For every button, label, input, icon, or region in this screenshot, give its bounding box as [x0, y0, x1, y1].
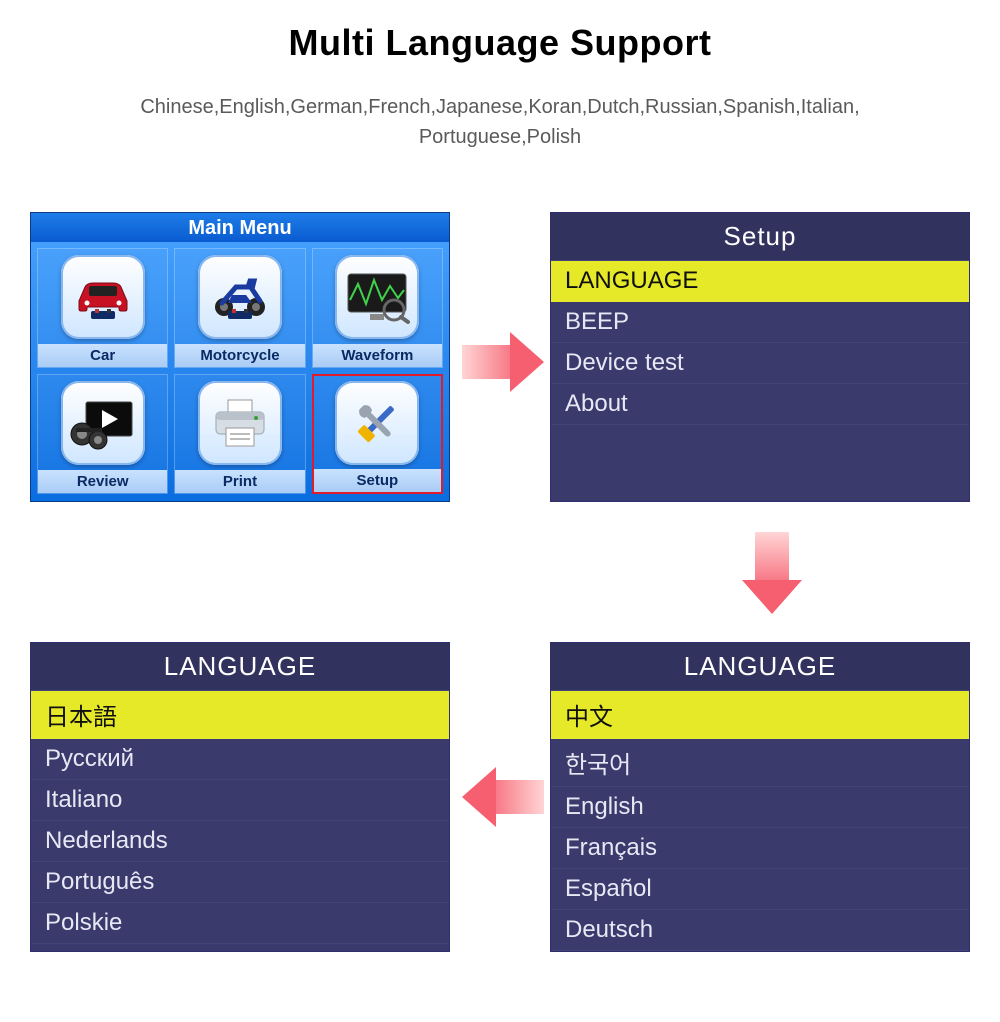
menu-item-car[interactable]: Car — [37, 248, 168, 368]
menu-label: Setup — [314, 469, 441, 492]
arrow-right-icon — [462, 332, 544, 392]
lang-item[interactable]: 한국어 — [551, 739, 969, 787]
menu-item-motorcycle[interactable]: Motorcycle — [174, 248, 305, 368]
review-icon — [38, 375, 167, 470]
menu-item-waveform[interactable]: Waveform — [312, 248, 443, 368]
setup-item-beep[interactable]: BEEP — [551, 302, 969, 343]
car-icon — [38, 249, 167, 344]
main-menu-grid: Car — [31, 242, 449, 500]
lang-item[interactable]: Português — [31, 862, 449, 903]
language-panel-left: LANGUAGE 日本語 Русский Italiano Nederlands… — [30, 642, 450, 952]
lang-item[interactable]: 中文 — [551, 691, 969, 739]
menu-label: Car — [38, 344, 167, 367]
main-menu-panel: Main Menu — [30, 212, 450, 502]
lang-item[interactable]: Italiano — [31, 780, 449, 821]
waveform-icon — [313, 249, 442, 344]
page-subtitle: Chinese,English,German,French,Japanese,K… — [0, 92, 1000, 152]
menu-label: Motorcycle — [175, 344, 304, 367]
setup-item-about[interactable]: About — [551, 384, 969, 425]
lang-item[interactable]: English — [551, 787, 969, 828]
setup-item-language[interactable]: LANGUAGE — [551, 261, 969, 302]
menu-item-print[interactable]: Print — [174, 374, 305, 494]
arrow-left-icon — [462, 767, 544, 827]
subtitle-line2: Portuguese,Polish — [419, 126, 581, 148]
menu-item-setup[interactable]: Setup — [312, 374, 443, 494]
lang-item[interactable]: 日本語 — [31, 691, 449, 739]
lang-item[interactable]: Deutsch — [551, 910, 969, 951]
menu-label: Print — [175, 470, 304, 493]
lang-item[interactable]: Español — [551, 869, 969, 910]
setup-title: Setup — [551, 213, 969, 261]
print-icon — [175, 375, 304, 470]
menu-label: Review — [38, 470, 167, 493]
setup-item-device-test[interactable]: Device test — [551, 343, 969, 384]
arrow-down-icon — [742, 532, 802, 614]
menu-label: Waveform — [313, 344, 442, 367]
lang-item[interactable]: Français — [551, 828, 969, 869]
lang-item[interactable]: Русский — [31, 739, 449, 780]
lang-item[interactable]: Polskie — [31, 903, 449, 944]
menu-item-review[interactable]: Review — [37, 374, 168, 494]
page-title: Multi Language Support — [0, 22, 1000, 64]
language-left-title: LANGUAGE — [31, 643, 449, 691]
motorcycle-icon — [175, 249, 304, 344]
language-right-title: LANGUAGE — [551, 643, 969, 691]
subtitle-line1: Chinese,English,German,French,Japanese,K… — [140, 96, 859, 118]
setup-icon — [314, 376, 441, 469]
main-menu-title: Main Menu — [31, 213, 449, 242]
setup-panel: Setup LANGUAGE BEEP Device test About — [550, 212, 970, 502]
language-panel-right: LANGUAGE 中文 한국어 English Français Español… — [550, 642, 970, 952]
lang-item[interactable]: Nederlands — [31, 821, 449, 862]
